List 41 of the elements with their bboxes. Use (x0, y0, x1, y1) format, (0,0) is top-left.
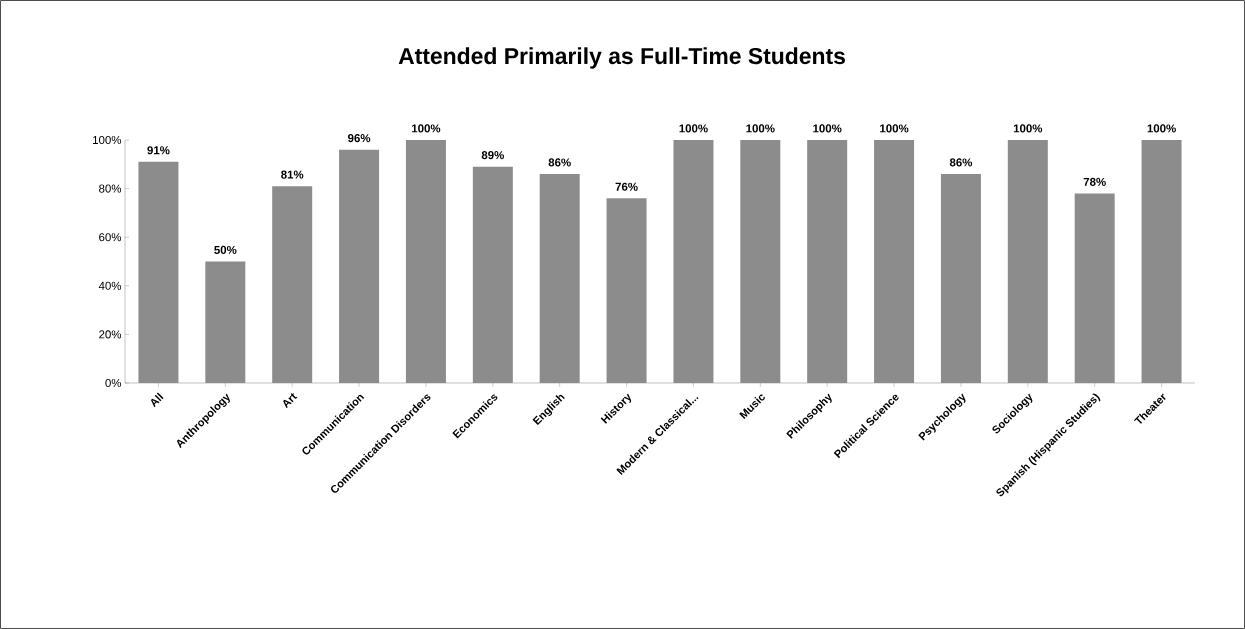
data-label: 100% (746, 124, 775, 133)
data-label: 76% (615, 182, 638, 191)
bar (339, 149, 380, 383)
data-label: 50% (214, 245, 237, 254)
bar (138, 161, 179, 383)
y-tick-label: 60% (99, 233, 122, 242)
bar (405, 139, 446, 383)
data-label: 100% (1147, 124, 1176, 133)
data-label: 91% (147, 146, 170, 155)
bar (205, 261, 246, 383)
data-label: 86% (548, 158, 571, 167)
y-tick-label: 100% (93, 135, 122, 145)
bar (1007, 139, 1048, 383)
data-label: 100% (813, 124, 842, 133)
data-label: 100% (412, 124, 441, 133)
data-label: 81% (281, 170, 304, 179)
x-tick-label: All (150, 392, 164, 408)
y-tick-label: 0% (105, 378, 122, 388)
bar (740, 139, 781, 383)
bar (539, 174, 580, 383)
bar (1074, 193, 1115, 383)
bar (940, 174, 981, 383)
data-label: 78% (1083, 177, 1106, 186)
data-label: 96% (348, 134, 371, 143)
bar (272, 186, 313, 383)
data-label: 86% (949, 158, 973, 167)
data-label: 100% (880, 124, 909, 133)
bar (874, 139, 915, 383)
bar (673, 139, 714, 383)
data-label: 89% (481, 151, 504, 160)
y-tick-label: 20% (99, 330, 122, 339)
bar (606, 198, 647, 383)
bar (807, 139, 848, 383)
y-tick-label: 40% (98, 281, 122, 290)
data-label: 100% (1013, 124, 1043, 133)
data-label: 100% (679, 124, 708, 133)
chart-title: Attended Primarily as Full-Time Students (398, 47, 845, 69)
y-tick-label: 80% (99, 184, 122, 193)
bar (1141, 139, 1182, 383)
x-tick-label: Art (283, 393, 298, 409)
bar (472, 166, 513, 383)
